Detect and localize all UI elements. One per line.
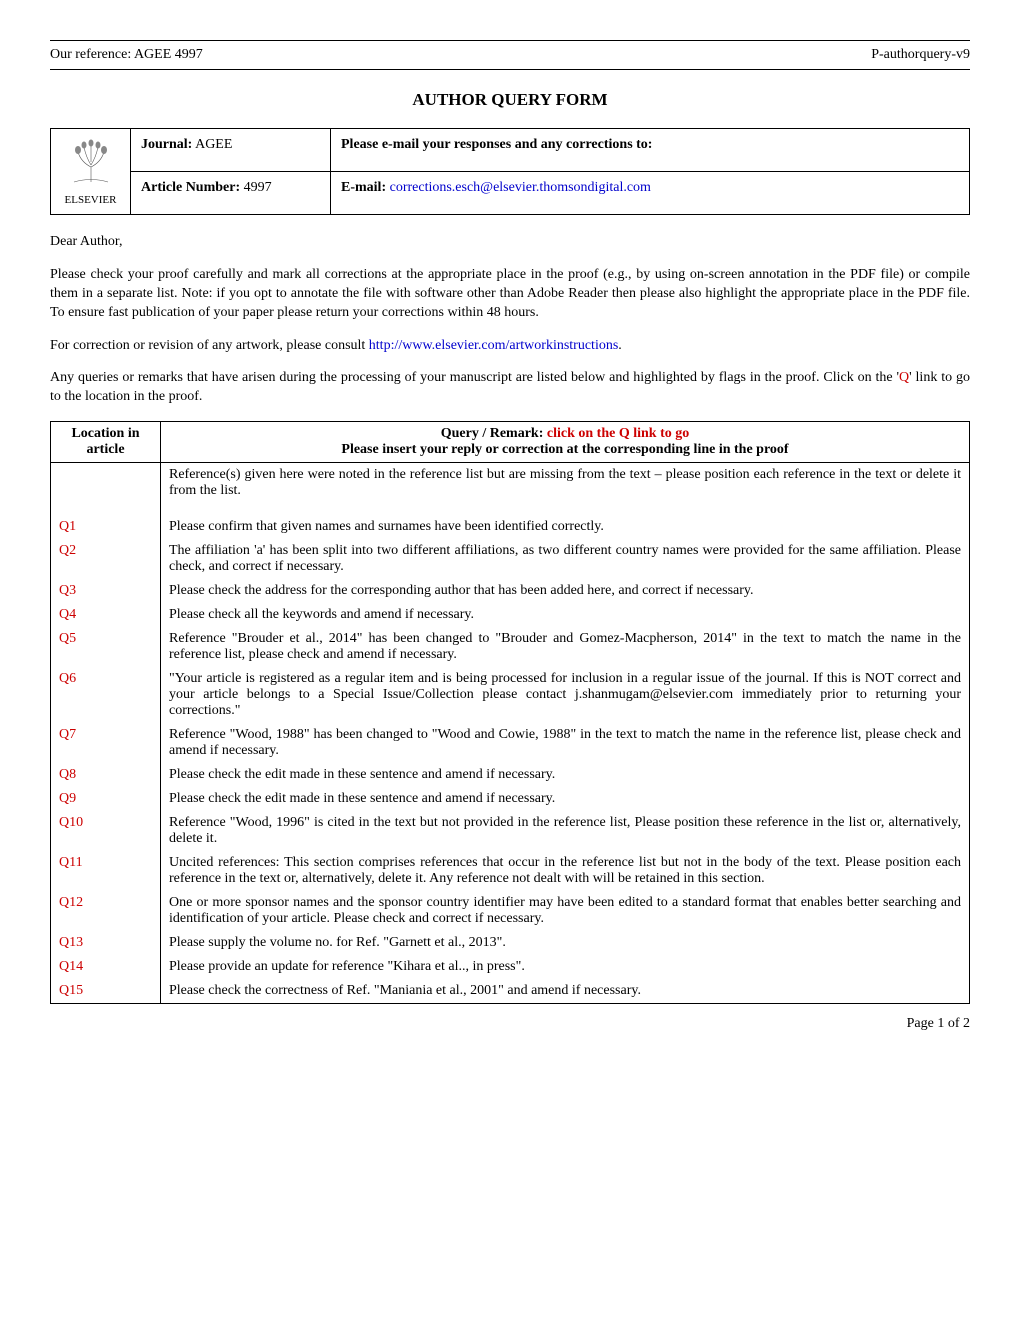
query-text: Reference "Wood, 1996" is cited in the t… <box>161 811 970 851</box>
query-location[interactable]: Q5 <box>51 627 161 667</box>
query-text: Uncited references: This section compris… <box>161 851 970 891</box>
article-number-label: Article Number: <box>141 180 240 195</box>
query-table: Location in article Query / Remark: clic… <box>50 421 970 1004</box>
response-cell: Please e-mail your responses and any cor… <box>331 129 970 172</box>
query-text: "Your article is registered as a regular… <box>161 667 970 723</box>
query-row: Q11Uncited references: This section comp… <box>51 851 970 891</box>
logo-cell: ELSEVIER <box>51 129 131 215</box>
instructions-para-1: Please check your proof carefully and ma… <box>50 266 970 323</box>
query-text: Please check all the keywords and amend … <box>161 603 970 627</box>
query-location[interactable]: Q11 <box>51 851 161 891</box>
query-header-line1: Query / Remark: click on the Q link to g… <box>169 426 961 442</box>
query-header-remark: Query / Remark: click on the Q link to g… <box>161 422 970 463</box>
response-label: Please e-mail your responses and any cor… <box>341 137 652 152</box>
query-location[interactable]: Q10 <box>51 811 161 851</box>
email-label: E-mail: <box>341 180 386 195</box>
query-text: Please check the correctness of Ref. "Ma… <box>161 979 970 1004</box>
query-row: Q2The affiliation 'a' has been split int… <box>51 539 970 579</box>
query-text: Reference "Wood, 1988" has been changed … <box>161 723 970 763</box>
query-location[interactable]: Q12 <box>51 891 161 931</box>
article-number-cell: Article Number: 4997 <box>131 172 331 215</box>
query-location[interactable]: Q7 <box>51 723 161 763</box>
page-footer: Page 1 of 2 <box>50 1016 970 1032</box>
query-row: Q6"Your article is registered as a regul… <box>51 667 970 723</box>
journal-cell: Journal: AGEE <box>131 129 331 172</box>
query-location[interactable]: Q8 <box>51 763 161 787</box>
para2-pre: For correction or revision of any artwor… <box>50 338 369 353</box>
query-location[interactable]: Q1 <box>51 515 161 539</box>
query-location[interactable]: Q15 <box>51 979 161 1004</box>
query-location[interactable]: Q3 <box>51 579 161 603</box>
query-text: Reference "Brouder et al., 2014" has bee… <box>161 627 970 667</box>
query-row: Q13Please supply the volume no. for Ref.… <box>51 931 970 955</box>
query-location[interactable]: Q9 <box>51 787 161 811</box>
artwork-link[interactable]: http://www.elsevier.com/artworkinstructi… <box>369 338 619 353</box>
query-text: One or more sponsor names and the sponso… <box>161 891 970 931</box>
journal-label: Journal: <box>141 137 192 152</box>
main-title: AUTHOR QUERY FORM <box>50 90 970 110</box>
query-row: Q10Reference "Wood, 1996" is cited in th… <box>51 811 970 851</box>
query-row: Q5Reference "Brouder et al., 2014" has b… <box>51 627 970 667</box>
query-row: Q9Please check the edit made in these se… <box>51 787 970 811</box>
query-row: Q4Please check all the keywords and amen… <box>51 603 970 627</box>
para2-post: . <box>618 338 622 353</box>
query-location[interactable]: Q13 <box>51 931 161 955</box>
query-header-line2: Please insert your reply or correction a… <box>169 442 961 458</box>
query-row: Q14Please provide an update for referenc… <box>51 955 970 979</box>
email-link[interactable]: corrections.esch@elsevier.thomsondigital… <box>390 180 651 195</box>
salutation: Dear Author, <box>50 233 970 252</box>
query-location[interactable]: Q4 <box>51 603 161 627</box>
query-row: Q8Please check the edit made in these se… <box>51 763 970 787</box>
query-text: The affiliation 'a' has been split into … <box>161 539 970 579</box>
query-location[interactable]: Q2 <box>51 539 161 579</box>
article-number-value: 4997 <box>244 180 272 195</box>
query-location[interactable]: Q14 <box>51 955 161 979</box>
info-table: ELSEVIER Journal: AGEE Please e-mail you… <box>50 128 970 215</box>
loc-header-line1: Location in <box>59 426 152 442</box>
reference-label: Our reference: AGEE 4997 <box>50 47 203 63</box>
logo-label: ELSEVIER <box>61 194 120 206</box>
instructions-para-2: For correction or revision of any artwor… <box>50 337 970 356</box>
query-location[interactable]: Q6 <box>51 667 161 723</box>
query-header-location: Location in article <box>51 422 161 463</box>
q-link-ref: Q <box>899 370 909 385</box>
query-text: Please confirm that given names and surn… <box>161 515 970 539</box>
para3-pre: Any queries or remarks that have arisen … <box>50 370 899 385</box>
instructions-para-3: Any queries or remarks that have arisen … <box>50 369 970 407</box>
version-label: P-authorquery-v9 <box>871 47 970 63</box>
query-text: Reference(s) given here were noted in th… <box>161 463 970 516</box>
journal-value: AGEE <box>195 137 232 152</box>
query-location <box>51 463 161 516</box>
query-row: Q3Please check the address for the corre… <box>51 579 970 603</box>
query-row: Q7Reference "Wood, 1988" has been change… <box>51 723 970 763</box>
query-text: Please check the address for the corresp… <box>161 579 970 603</box>
query-text: Please provide an update for reference "… <box>161 955 970 979</box>
loc-header-line2: article <box>59 442 152 458</box>
query-row: Reference(s) given here were noted in th… <box>51 463 970 516</box>
query-row: Q1Please confirm that given names and su… <box>51 515 970 539</box>
query-text: Please check the edit made in these sent… <box>161 763 970 787</box>
query-row: Q15Please check the correctness of Ref. … <box>51 979 970 1004</box>
email-cell: E-mail: corrections.esch@elsevier.thomso… <box>331 172 970 215</box>
query-header-pre: Query / Remark: <box>441 426 547 441</box>
query-row: Q12One or more sponsor names and the spo… <box>51 891 970 931</box>
query-text: Please supply the volume no. for Ref. "G… <box>161 931 970 955</box>
query-text: Please check the edit made in these sent… <box>161 787 970 811</box>
page-header: Our reference: AGEE 4997 P-authorquery-v… <box>50 40 970 70</box>
elsevier-logo-icon <box>66 137 116 187</box>
query-header-red: click on the Q link to go <box>547 426 689 441</box>
